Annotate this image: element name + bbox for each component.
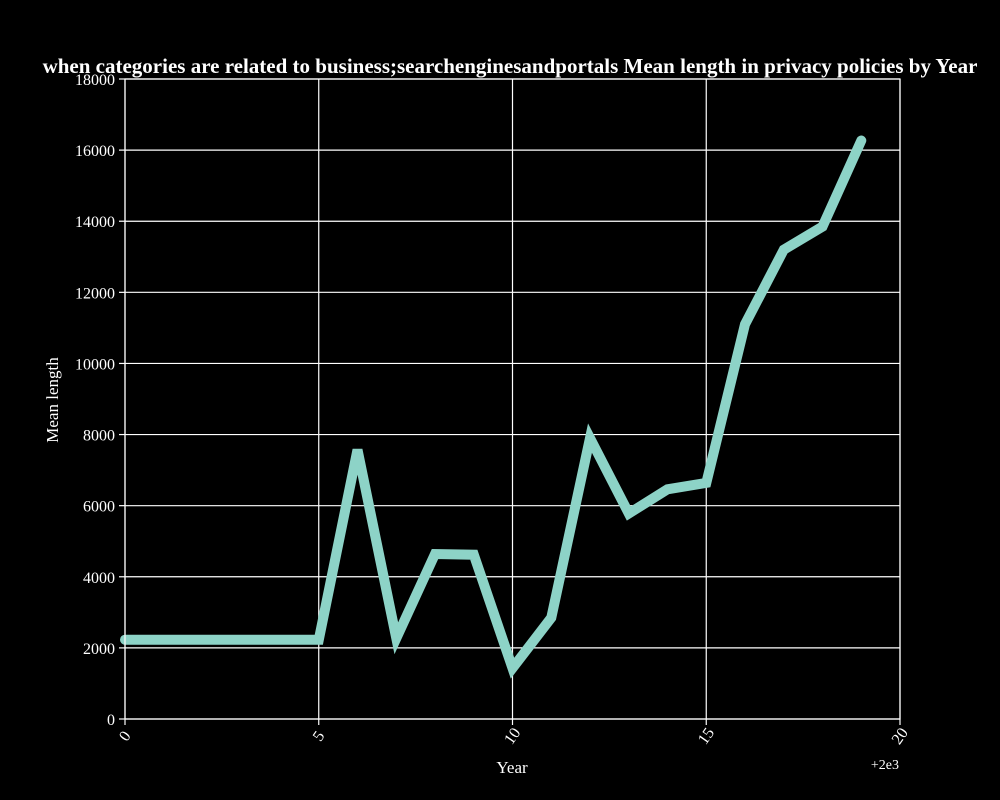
data-point	[628, 512, 630, 514]
y-tick-label: 6000	[83, 499, 115, 516]
data-point	[357, 449, 358, 451]
data-point	[318, 639, 320, 641]
data-point	[434, 553, 436, 555]
y-tick-label: 12000	[75, 285, 115, 302]
x-tick-label: 15	[695, 725, 718, 748]
data-point	[667, 488, 668, 490]
data-point	[163, 639, 165, 641]
x-axis-label: Year	[496, 758, 528, 777]
chart-title: when categories are related to business;…	[43, 54, 978, 78]
data-point	[240, 639, 242, 641]
x-tick-labels: 0 5 10 15 20	[116, 725, 912, 748]
data-point	[822, 226, 823, 228]
data-point	[473, 554, 475, 556]
y-tick-label: 14000	[75, 214, 115, 231]
data-point	[279, 639, 281, 641]
data-point	[705, 482, 707, 484]
grid-lines	[119, 78, 901, 725]
series-line	[120, 135, 867, 679]
y-tick-label: 16000	[75, 143, 115, 160]
data-point	[202, 639, 203, 641]
data-point	[512, 667, 513, 669]
y-tick-label: 18000	[75, 72, 115, 89]
data-point	[744, 323, 746, 325]
y-tick-label: 10000	[75, 356, 115, 373]
data-point	[783, 249, 785, 251]
series-lines	[120, 135, 867, 679]
y-tick-label: 4000	[83, 570, 115, 587]
data-point	[550, 617, 552, 619]
y-tick-label: 8000	[83, 428, 115, 445]
y-axis-label: Mean length	[43, 357, 62, 443]
y-tick-label: 2000	[83, 641, 115, 658]
data-point	[395, 637, 397, 639]
data-point	[589, 437, 591, 439]
x-tick-label: 0	[116, 728, 135, 744]
plot-frame	[124, 78, 901, 720]
data-point	[860, 140, 862, 142]
x-tick-label: 5	[310, 728, 329, 744]
x-tick-label: 20	[889, 725, 912, 748]
y-tick-label: 0	[107, 712, 115, 729]
x-tick-label: 10	[501, 725, 524, 748]
y-tick-labels: 0 2000 4000 6000 8000 10000 12000 14000 16000 180…	[75, 72, 115, 729]
x-offset-label: +2e3	[871, 758, 899, 773]
